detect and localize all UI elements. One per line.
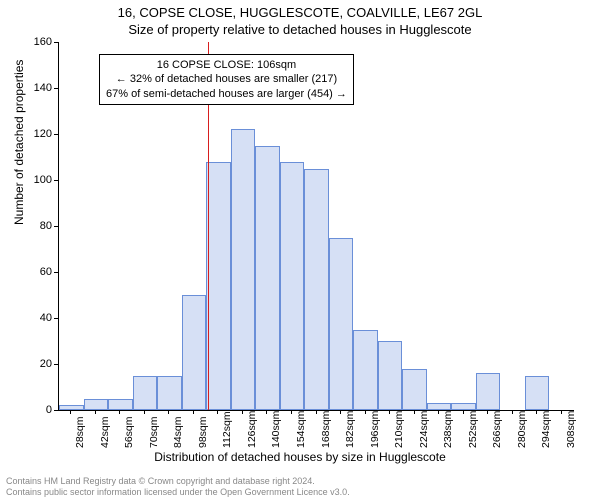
y-tick-label: 140 — [22, 82, 52, 94]
y-tick-label: 80 — [22, 220, 52, 232]
footer-line2: Contains public sector information licen… — [6, 487, 350, 498]
x-tick-label: 154sqm — [295, 411, 307, 448]
y-tick-label: 40 — [22, 312, 52, 324]
x-tick-label: 280sqm — [516, 411, 528, 448]
chart-title-line2: Size of property relative to detached ho… — [0, 22, 600, 37]
x-tick-mark — [463, 410, 464, 414]
x-tick-mark — [438, 410, 439, 414]
x-tick-mark — [512, 410, 513, 414]
y-tick-mark — [54, 42, 58, 43]
x-tick-mark — [291, 410, 292, 414]
x-tick-label: 140sqm — [270, 411, 282, 448]
annotation-box: 16 COPSE CLOSE: 106sqm ← 32% of detached… — [99, 54, 354, 105]
y-tick-mark — [54, 410, 58, 411]
histogram-bar — [182, 295, 207, 410]
y-tick-mark — [54, 226, 58, 227]
plot-area: 16 COPSE CLOSE: 106sqm ← 32% of detached… — [58, 42, 574, 411]
x-tick-mark — [168, 410, 169, 414]
y-tick-mark — [54, 364, 58, 365]
x-tick-label: 210sqm — [393, 411, 405, 448]
x-tick-mark — [536, 410, 537, 414]
x-tick-label: 168sqm — [320, 411, 332, 448]
histogram-bar — [476, 373, 501, 410]
histogram-bar — [231, 129, 256, 410]
x-tick-label: 126sqm — [246, 411, 258, 448]
x-tick-mark — [561, 410, 562, 414]
y-tick-mark — [54, 180, 58, 181]
x-tick-mark — [389, 410, 390, 414]
footer-text: Contains HM Land Registry data © Crown c… — [6, 476, 350, 498]
x-tick-mark — [95, 410, 96, 414]
histogram-bar — [427, 403, 452, 410]
x-tick-mark — [414, 410, 415, 414]
y-tick-label: 120 — [22, 128, 52, 140]
x-tick-label: 196sqm — [369, 411, 381, 448]
annotation-line3: 67% of semi-detached houses are larger (… — [106, 87, 347, 101]
x-tick-label: 28sqm — [74, 416, 86, 448]
histogram-bar — [133, 376, 158, 411]
x-tick-mark — [217, 410, 218, 414]
x-tick-mark — [340, 410, 341, 414]
x-tick-label: 98sqm — [197, 416, 209, 448]
histogram-bar — [206, 162, 231, 410]
histogram-bar — [378, 341, 403, 410]
footer-line1: Contains HM Land Registry data © Crown c… — [6, 476, 350, 487]
x-tick-mark — [487, 410, 488, 414]
x-tick-label: 84sqm — [172, 416, 184, 448]
x-tick-label: 252sqm — [467, 411, 479, 448]
histogram-bar — [59, 405, 84, 410]
histogram-bar — [280, 162, 305, 410]
y-tick-mark — [54, 272, 58, 273]
annotation-line2: ← 32% of detached houses are smaller (21… — [106, 72, 347, 86]
x-tick-label: 238sqm — [442, 411, 454, 448]
y-tick-label: 20 — [22, 358, 52, 370]
y-tick-label: 0 — [22, 404, 52, 416]
histogram-bar — [451, 403, 476, 410]
x-tick-label: 56sqm — [123, 416, 135, 448]
y-tick-mark — [54, 318, 58, 319]
x-tick-mark — [70, 410, 71, 414]
y-tick-mark — [54, 88, 58, 89]
histogram-bar — [84, 399, 109, 411]
x-tick-mark — [316, 410, 317, 414]
x-tick-label: 308sqm — [565, 411, 577, 448]
x-tick-label: 42sqm — [99, 416, 111, 448]
histogram-bar — [157, 376, 182, 411]
histogram-bar — [525, 376, 550, 411]
histogram-bar — [255, 146, 280, 411]
x-tick-label: 112sqm — [221, 411, 233, 448]
y-tick-label: 60 — [22, 266, 52, 278]
histogram-bar — [108, 399, 133, 411]
x-axis-label: Distribution of detached houses by size … — [0, 450, 600, 464]
x-tick-mark — [266, 410, 267, 414]
chart-title-line1: 16, COPSE CLOSE, HUGGLESCOTE, COALVILLE,… — [0, 5, 600, 20]
x-tick-mark — [365, 410, 366, 414]
y-tick-label: 100 — [22, 174, 52, 186]
x-tick-label: 294sqm — [540, 411, 552, 448]
histogram-bar — [402, 369, 427, 410]
histogram-bar — [304, 169, 329, 411]
chart-container: 16, COPSE CLOSE, HUGGLESCOTE, COALVILLE,… — [0, 0, 600, 500]
x-tick-label: 266sqm — [491, 411, 503, 448]
x-tick-mark — [144, 410, 145, 414]
histogram-bar — [353, 330, 378, 411]
histogram-bar — [329, 238, 354, 411]
x-tick-label: 70sqm — [148, 416, 160, 448]
x-tick-mark — [193, 410, 194, 414]
y-tick-label: 160 — [22, 36, 52, 48]
x-tick-label: 182sqm — [344, 411, 356, 448]
x-tick-label: 224sqm — [418, 411, 430, 448]
x-tick-mark — [119, 410, 120, 414]
y-tick-mark — [54, 134, 58, 135]
x-tick-mark — [242, 410, 243, 414]
annotation-line1: 16 COPSE CLOSE: 106sqm — [106, 58, 347, 72]
